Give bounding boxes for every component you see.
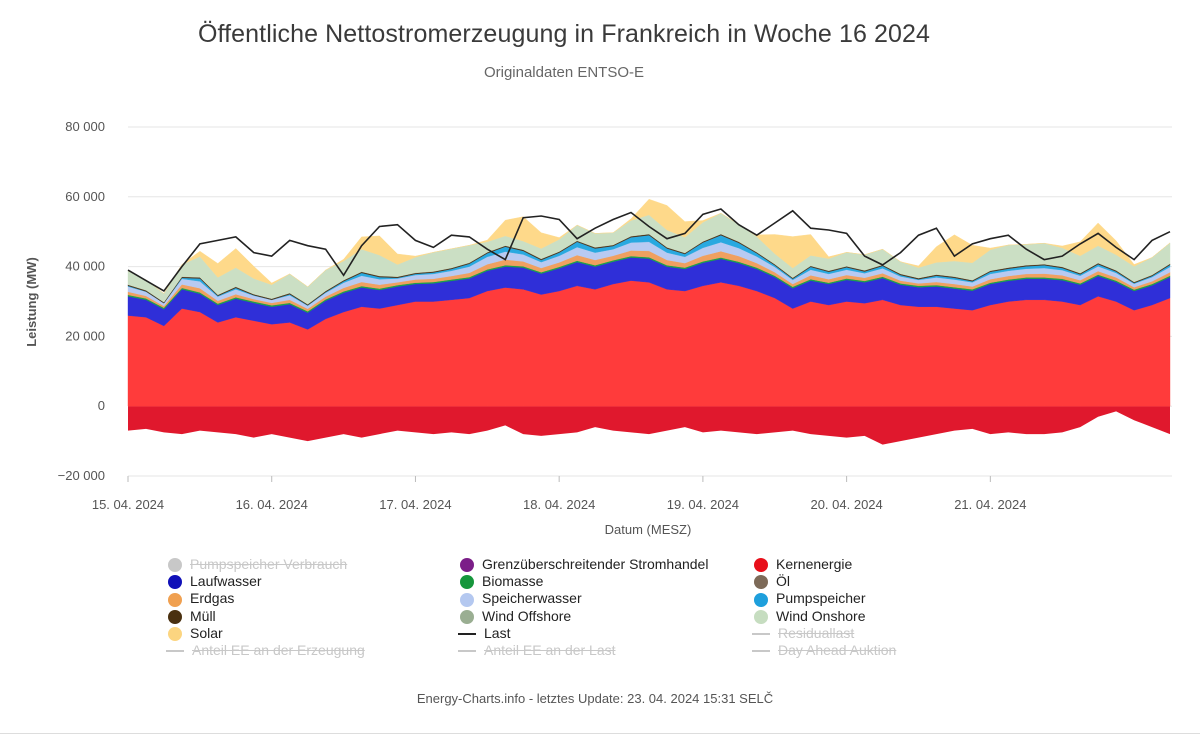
legend-line-icon	[752, 650, 770, 653]
legend-item[interactable]: Speicherwasser	[460, 590, 582, 607]
x-tick-label: 19. 04. 2024	[667, 497, 739, 512]
legend-dot-icon	[168, 558, 182, 573]
legend-item[interactable]: Wind Offshore	[460, 608, 571, 625]
legend-label: Erdgas	[190, 590, 235, 607]
legend-dot-icon	[754, 592, 768, 607]
y-tick-label: 20 000	[65, 328, 105, 343]
legend-label: Biomasse	[482, 573, 544, 590]
legend-label: Last	[484, 624, 511, 641]
y-tick-label: 80 000	[65, 119, 105, 134]
legend-line-icon	[752, 633, 770, 636]
legend-item[interactable]: Pumpspeicher Verbrauch	[168, 556, 347, 573]
legend-dot-icon	[460, 592, 474, 607]
legend-label: Öl	[776, 573, 790, 590]
legend-label: Pumpspeicher Verbrauch	[190, 556, 348, 572]
legend-label: Anteil EE an der Erzeugung	[192, 642, 365, 658]
divider	[0, 733, 1200, 734]
legend-item[interactable]: Solar	[168, 625, 223, 642]
y-tick-label: 40 000	[65, 259, 105, 274]
footer-credit: Energy-Charts.info - letztes Update: 23.…	[416, 691, 774, 706]
legend-dot-icon	[460, 575, 474, 590]
area-series	[127, 198, 1171, 445]
legend-label: Kernenergie	[776, 556, 853, 572]
legend-label: Pumpspeicher	[776, 590, 866, 607]
legend-item[interactable]: Erdgas	[168, 590, 234, 607]
legend-dot-icon	[754, 558, 768, 573]
legend-item[interactable]: Biomasse	[460, 573, 543, 590]
legend-dot-icon	[168, 609, 182, 624]
line-series	[127, 208, 1171, 293]
area-grenz-berschreitender-stromhandel	[128, 406, 1170, 445]
legend-dot-icon	[460, 609, 474, 624]
legend-label: Residuallast	[778, 624, 855, 641]
x-axis-title: Datum (MESZ)	[605, 522, 692, 537]
legend-line-icon	[166, 650, 184, 653]
legend-label: Wind Onshore	[776, 607, 866, 624]
legend-label: Solar	[190, 624, 223, 641]
x-tick-label: 16. 04. 2024	[236, 497, 308, 512]
area-solar	[127, 198, 1171, 294]
legend-item[interactable]: Öl	[754, 573, 790, 590]
y-axis: 80 000 60 000 40 000 20 000 0 −20 000	[58, 119, 105, 483]
x-tick-label: 15. 04. 2024	[92, 497, 164, 512]
y-tick-label: 0	[98, 398, 105, 413]
x-axis: 15. 04. 2024 16. 04. 2024 17. 04. 2024 18. …	[92, 476, 1026, 512]
legend-line-icon	[458, 650, 476, 653]
chart-title: Öffentliche Nettostromerzeugung in Frank…	[197, 20, 931, 48]
legend-label: Speicherwasser	[482, 590, 582, 607]
chart-subtitle: Originaldaten ENTSO-E	[483, 64, 645, 81]
legend-item[interactable]: Last	[458, 624, 511, 642]
y-tick-label: 60 000	[65, 189, 105, 204]
legend-dot-icon	[754, 575, 768, 590]
legend-item[interactable]: Wind Onshore	[754, 608, 865, 625]
legend-item[interactable]: Anteil EE an der Last	[458, 642, 616, 659]
legend-label: Grenzüberschreitender Stromhandel	[482, 556, 709, 572]
legend-item[interactable]: Laufwasser	[168, 573, 262, 590]
y-axis-title: Leistung (MW)	[24, 257, 39, 347]
legend-item[interactable]: Day Ahead Auktion	[752, 642, 897, 659]
legend-label: Müll	[190, 607, 216, 624]
legend-dot-icon	[754, 609, 768, 624]
legend-line-icon	[458, 633, 476, 636]
x-tick-label: 18. 04. 2024	[523, 497, 595, 512]
legend-dot-icon	[460, 558, 474, 573]
legend-label: Day Ahead Auktion	[778, 642, 897, 658]
x-tick-label: 17. 04. 2024	[379, 497, 451, 512]
legend-label: Laufwasser	[190, 573, 262, 590]
legend-dot-icon	[168, 592, 182, 607]
legend-item[interactable]: Residuallast	[752, 624, 855, 642]
legend-dot-icon	[168, 627, 182, 642]
chart-canvas[interactable]: 80 000 60 000 40 000 20 000 0 −20 000 15. 04.…	[0, 0, 1200, 560]
legend-item[interactable]: Grenzüberschreitender Stromhandel	[460, 556, 708, 573]
x-tick-label: 21. 04. 2024	[954, 497, 1026, 512]
legend-dot-icon	[168, 575, 182, 590]
legend-item[interactable]: Pumpspeicher	[754, 590, 866, 607]
legend-label: Wind Offshore	[482, 607, 572, 624]
legend-item[interactable]: Müll	[168, 608, 216, 625]
legend-item[interactable]: Kernenergie	[754, 556, 852, 573]
legend-label: Anteil EE an der Last	[484, 642, 616, 658]
y-tick-label: −20 000	[58, 468, 105, 483]
line-last	[127, 208, 1171, 293]
x-tick-label: 20. 04. 2024	[810, 497, 882, 512]
legend-item[interactable]: Anteil EE an der Erzeugung	[166, 642, 365, 659]
